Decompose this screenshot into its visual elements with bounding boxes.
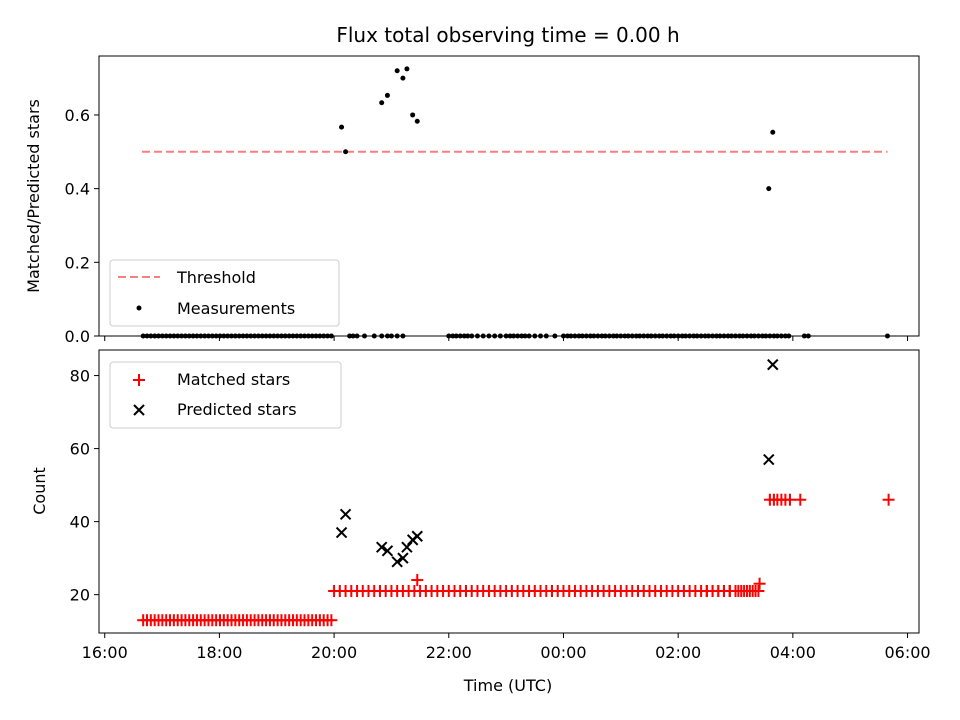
x-tick-label: 16:00 [82, 643, 128, 662]
measurement-point [379, 100, 385, 106]
x-tick-label: 22:00 [426, 643, 472, 662]
legend-matched-swatch [133, 374, 145, 386]
predicted-star-point [397, 552, 409, 564]
bottom-x-ticks: 16:00 18:00 20:00 22:00 00:00 02:00 04:00 06:00 [82, 633, 931, 662]
predicted-star-point [767, 358, 779, 371]
matched-star-point [882, 493, 895, 506]
predicted-star-point [339, 508, 352, 521]
bottom-legend-box [109, 361, 342, 429]
top-panel: 0.0 0.2 0.4 0.6 Matched/Predicted stars Thr… [24, 55, 920, 346]
top-x-ticks [104, 336, 909, 341]
predicted-star-point [381, 545, 394, 557]
x-tick-label: 02:00 [655, 643, 701, 662]
measurement-point [404, 66, 410, 72]
x-tick-label: 18:00 [196, 643, 242, 662]
bottom-y-axis-label: Count [30, 467, 49, 515]
predicted-star-point [375, 541, 388, 553]
top-legend: Threshold Measurements [109, 259, 340, 327]
predicted-star-point [411, 530, 423, 542]
x-tick-label: 00:00 [540, 643, 586, 662]
top-y-tick-label: 0.2 [65, 253, 90, 272]
top-plot-frame [98, 55, 920, 337]
predicted-star-point [335, 526, 348, 539]
legend-predicted-label: Predicted stars [177, 400, 297, 419]
top-y-tick-label: 0.6 [65, 106, 90, 125]
bottom-panel: 20 40 60 80 16:00 18:00 20:00 22:00 00:00 02:00 0… [30, 349, 931, 695]
top-y-tick-label: 0.4 [65, 180, 90, 199]
top-y-axis-label: Matched/Predicted stars [24, 99, 43, 293]
matched-star-point [753, 577, 766, 590]
measurement-point [400, 75, 406, 81]
legend-threshold-label: Threshold [176, 268, 256, 287]
top-legend-box [109, 259, 340, 327]
x-axis-label: Time (UTC) [463, 676, 552, 695]
bottom-y-tick-label: 40 [70, 513, 90, 532]
measurement-point [384, 92, 390, 98]
measurement-point [770, 129, 776, 135]
bottom-marks [137, 358, 895, 627]
x-tick-label: 06:00 [884, 643, 930, 662]
measurement-point [394, 68, 400, 74]
measurement-point [410, 112, 416, 118]
bottom-legend: Matched stars Predicted stars [109, 361, 342, 429]
bottom-y-tick-label: 60 [70, 440, 90, 459]
predicted-star-point [391, 556, 403, 568]
matched-star-point [325, 614, 338, 627]
matched-star-point [794, 493, 807, 506]
matched-star-point [411, 574, 424, 587]
legend-measurements-swatch [136, 305, 142, 311]
legend-measurements-label: Measurements [177, 299, 295, 318]
legend-matched-label: Matched stars [177, 370, 290, 389]
x-tick-label: 04:00 [770, 643, 816, 662]
legend-predicted-swatch [133, 404, 145, 416]
measurement-point [766, 186, 772, 192]
predicted-star-point [401, 541, 413, 553]
matched-star-point [752, 585, 765, 598]
matched-star-point [706, 585, 719, 598]
bottom-y-ticks: 20 40 60 80 [70, 367, 99, 605]
bottom-plot-frame [98, 349, 920, 634]
chart-title: Flux total observing time = 0.00 h [336, 23, 679, 47]
top-y-tick-label: 0.0 [65, 327, 90, 346]
measurement-point [343, 149, 349, 155]
predicted-star-point [763, 453, 775, 466]
bottom-y-tick-label: 80 [70, 367, 90, 386]
bottom-y-tick-label: 20 [70, 586, 90, 605]
measurement-point [339, 124, 345, 130]
top-y-ticks: 0.0 0.2 0.4 0.6 [65, 106, 99, 346]
x-tick-label: 20:00 [311, 643, 357, 662]
matched-star-point [783, 493, 796, 506]
measurement-point [414, 118, 420, 124]
